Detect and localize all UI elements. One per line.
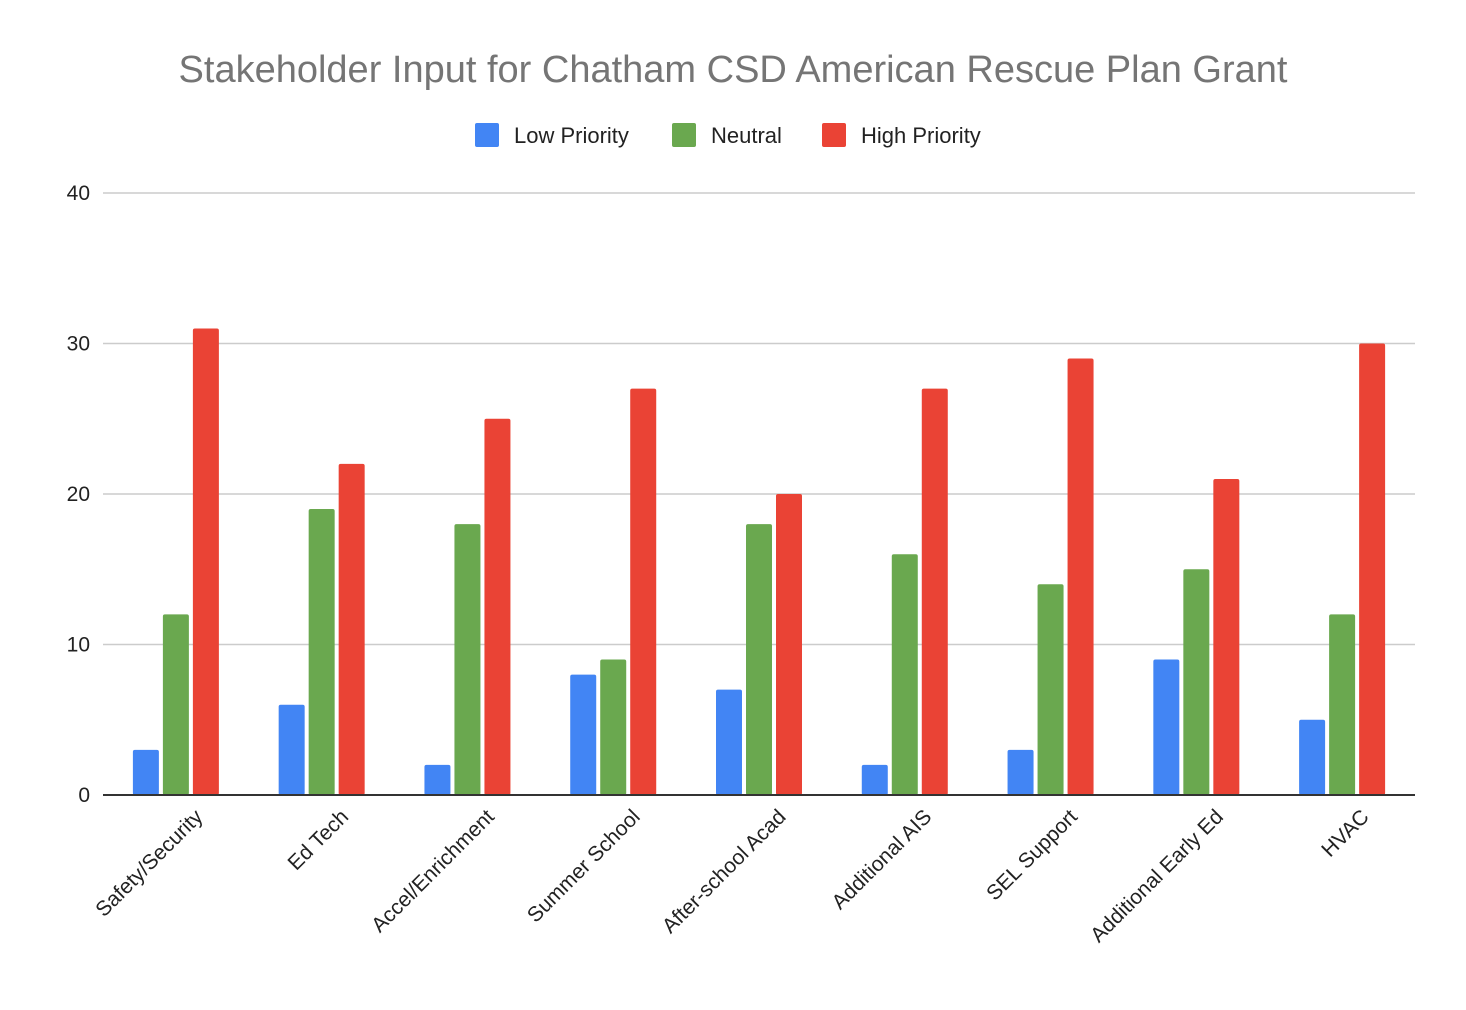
bar-low-priority-hvac: [1299, 719, 1326, 795]
bar-high-priority-after-school-acad: [776, 494, 802, 795]
y-tick-label-10: 10: [67, 634, 90, 657]
y-axis-ticks: 0 10 20 30 40: [67, 182, 90, 807]
bar-high-priority-additional-early-ed: [1213, 478, 1240, 795]
legend-label-high-priority: High Priority: [861, 123, 981, 148]
bar-low-priority-ed-tech: [278, 704, 305, 795]
y-tick-label-20: 20: [67, 483, 90, 506]
x-label-sel-support: SEL Support: [982, 805, 1082, 905]
legend-item-neutral: Neutral: [672, 123, 782, 148]
x-label-ed-tech: Ed Tech: [284, 805, 354, 875]
bar-neutral-accel-enrichment: [454, 524, 481, 795]
bar-neutral-additional-early-ed: [1183, 569, 1210, 795]
legend-label-low-priority: Low Priority: [514, 123, 629, 148]
bar-neutral-additional-ais: [891, 554, 918, 795]
x-label-summer-school: Summer School: [523, 805, 645, 927]
bar-low-priority-sel-support: [1007, 749, 1034, 795]
legend-swatch-high-priority: [822, 123, 846, 147]
bars: [132, 328, 1386, 795]
x-label-hvac: HVAC: [1317, 805, 1373, 861]
bar-high-priority-accel-enrichment: [484, 418, 511, 795]
bar-high-priority-sel-support: [1067, 358, 1094, 795]
x-label-accel-enrichment: Accel/Enrichment: [367, 805, 499, 937]
bar-high-priority-summer-school: [630, 388, 657, 795]
bar-low-priority-after-school-acad: [716, 689, 742, 795]
x-axis-labels: Safety/Security Ed Tech Accel/Enrichment Su…: [91, 805, 1373, 947]
y-tick-label-30: 30: [67, 333, 90, 356]
x-label-after-school-acad: After-school Acad: [658, 805, 791, 938]
bar-high-priority-hvac: [1359, 343, 1386, 795]
bar-neutral-hvac: [1329, 614, 1356, 795]
bar-low-priority-additional-ais: [861, 764, 888, 795]
bar-neutral-after-school-acad: [746, 524, 772, 795]
bar-low-priority-accel-enrichment: [424, 764, 451, 795]
legend-swatch-low-priority: [475, 123, 499, 147]
bar-high-priority-safety-security: [192, 328, 219, 795]
bar-neutral-sel-support: [1037, 584, 1064, 795]
bar-low-priority-additional-early-ed: [1153, 659, 1180, 795]
legend-swatch-neutral: [672, 123, 696, 147]
bar-neutral-ed-tech: [308, 509, 335, 795]
bar-high-priority-ed-tech: [338, 463, 365, 795]
legend-item-low-priority: Low Priority: [475, 123, 629, 148]
bar-high-priority-additional-ais: [921, 388, 948, 795]
bar-low-priority-summer-school: [570, 674, 597, 795]
x-label-additional-early-ed: Additional Early Ed: [1086, 805, 1228, 947]
chart-title: Stakeholder Input for Chatham CSD Americ…: [179, 49, 1288, 91]
y-tick-label-0: 0: [78, 784, 90, 807]
bar-neutral-summer-school: [600, 659, 627, 795]
legend-item-high-priority: High Priority: [822, 123, 981, 148]
x-label-safety-security: Safety/Security: [91, 805, 207, 921]
bar-neutral-safety-security: [162, 614, 189, 795]
bar-low-priority-safety-security: [132, 749, 159, 795]
x-label-additional-ais: Additional AIS: [828, 805, 937, 914]
y-tick-label-40: 40: [67, 182, 90, 205]
legend-label-neutral: Neutral: [711, 123, 782, 148]
legend: Low Priority Neutral High Priority: [475, 123, 981, 148]
